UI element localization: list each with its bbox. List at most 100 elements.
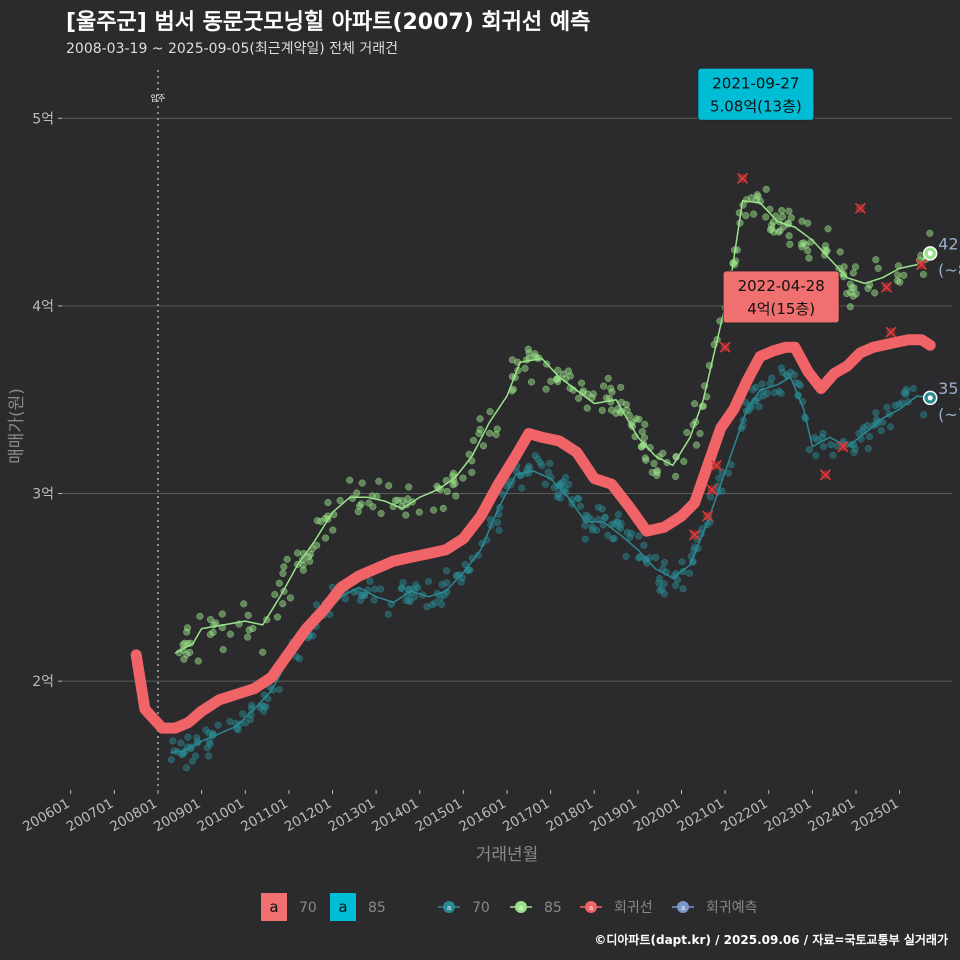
scatter-point-70 <box>438 600 446 608</box>
scatter-point-70 <box>424 577 433 585</box>
scatter-point-85 <box>553 375 561 383</box>
scatter-point-85 <box>871 289 879 297</box>
anomaly-marker <box>819 469 832 481</box>
legend-dot-key <box>515 901 527 913</box>
scatter-point-85 <box>874 264 882 272</box>
scatter-point-85 <box>641 420 649 428</box>
callout-date: 2022-04-28 <box>738 277 825 295</box>
scatter-point-85 <box>848 284 856 292</box>
move-in-label: 입주 <box>151 94 166 103</box>
anomaly-cross <box>854 202 866 214</box>
anomaly-marker <box>710 459 722 471</box>
scatter-point-70 <box>805 446 813 454</box>
scatter-point-85 <box>294 549 302 557</box>
scatter-point-70 <box>398 584 406 592</box>
scatter-point-70 <box>561 484 569 492</box>
legend-label: 70 <box>299 900 317 916</box>
scatter-point-85 <box>183 624 192 632</box>
scatter-point-70 <box>725 469 733 477</box>
scatter-point-70 <box>525 462 533 470</box>
scatter-point-70 <box>182 764 191 772</box>
scatter-point-85 <box>683 428 691 437</box>
x-tick-label: 201801 <box>544 796 597 836</box>
scatter-point-85 <box>279 600 287 608</box>
scatter-point-85 <box>638 428 646 436</box>
scatter-point-85 <box>196 612 204 620</box>
anomaly-cross <box>706 484 718 496</box>
scatter-point-85 <box>849 269 857 277</box>
end-point-value: 35,143 <box>938 379 960 398</box>
y-tick-label: 2억 <box>32 674 54 690</box>
scatter-point-70 <box>443 567 451 575</box>
anomaly-marker <box>915 259 928 271</box>
scatter-point-85 <box>768 225 776 233</box>
legend-dot-key <box>677 901 689 913</box>
scatter-point-70 <box>819 443 827 451</box>
anomaly-cross <box>837 441 849 453</box>
scatter-point-70 <box>601 514 609 522</box>
scatter-point-85 <box>459 474 467 482</box>
scatter-point-70 <box>214 721 222 729</box>
scatter-point-70 <box>292 653 301 661</box>
scatter-point-85 <box>346 476 354 484</box>
scatter-point-85 <box>632 415 640 423</box>
legend-label: 회귀예측 <box>706 900 758 916</box>
callout-date: 2021-09-27 <box>712 74 799 92</box>
scatter-point-85 <box>449 469 458 477</box>
scatter-point-70 <box>226 718 234 726</box>
scatter-point-70 <box>622 552 630 560</box>
scatter-point-70 <box>613 518 621 526</box>
end-point-center <box>927 250 933 256</box>
scatter-point-70 <box>167 756 175 764</box>
scatter-point-85 <box>836 248 844 256</box>
scatter-point-70 <box>685 569 694 577</box>
scatter-point-85 <box>475 429 483 437</box>
scatter-point-70 <box>546 459 554 467</box>
x-tick-label: 201901 <box>587 796 640 836</box>
legend-swatch-glyph: a <box>338 898 347 916</box>
scatter-point-85 <box>249 624 257 632</box>
callout-box: 2021-09-27 5.08억(13층) <box>697 67 815 121</box>
scatter-point-70 <box>749 386 757 394</box>
scatter-point-85 <box>385 482 393 490</box>
scatter-point-70 <box>581 522 589 530</box>
legend-swatch <box>261 893 287 921</box>
end-point-size: (~85㎡) <box>938 260 960 279</box>
scatter-point-70 <box>466 566 474 574</box>
scatter-point-70 <box>895 400 903 408</box>
chart-subtitle: 2008-03-19 ~ 2025-09-05(최근계약일) 전체 거래건 <box>66 41 398 57</box>
scatter-point-85 <box>747 194 755 202</box>
legend-label: 85 <box>368 900 386 916</box>
scatter-point-85 <box>623 406 631 414</box>
scatter-point-70 <box>796 381 804 390</box>
scatter-point-85 <box>240 600 248 608</box>
scatter-point-85 <box>244 611 252 619</box>
scatter-point-70 <box>493 518 502 527</box>
scatter-point-70 <box>627 529 635 538</box>
scatter-point-85 <box>430 506 438 514</box>
scatter-point-85 <box>642 456 650 464</box>
scatter-point-85 <box>804 247 812 255</box>
scatter-point-70 <box>886 423 895 431</box>
anomaly-cross <box>819 469 832 481</box>
callout-background <box>697 67 815 121</box>
scatter-point-85 <box>476 415 484 423</box>
scatter-point-70 <box>309 632 317 640</box>
scatter-point-70 <box>184 733 192 741</box>
scatter-point-85 <box>742 212 750 220</box>
scatter-point-70 <box>615 511 623 519</box>
scatter-point-85 <box>259 648 267 656</box>
scatter-point-85 <box>486 429 494 437</box>
scatter-point-85 <box>479 442 488 450</box>
legend-label: 회귀선 <box>614 900 653 916</box>
scatter-point-70 <box>262 703 270 711</box>
scatter-point-70 <box>205 752 213 760</box>
scatter-point-70 <box>584 513 592 521</box>
x-tick-label: 201001 <box>195 796 248 836</box>
scatter-point-70 <box>652 553 660 562</box>
x-tick-label: 201301 <box>325 796 378 836</box>
y-tick-label: 5억 <box>32 111 54 127</box>
scatter-point-70 <box>660 558 669 566</box>
scatter-point-85 <box>219 646 227 654</box>
scatter-point-70 <box>872 409 880 417</box>
